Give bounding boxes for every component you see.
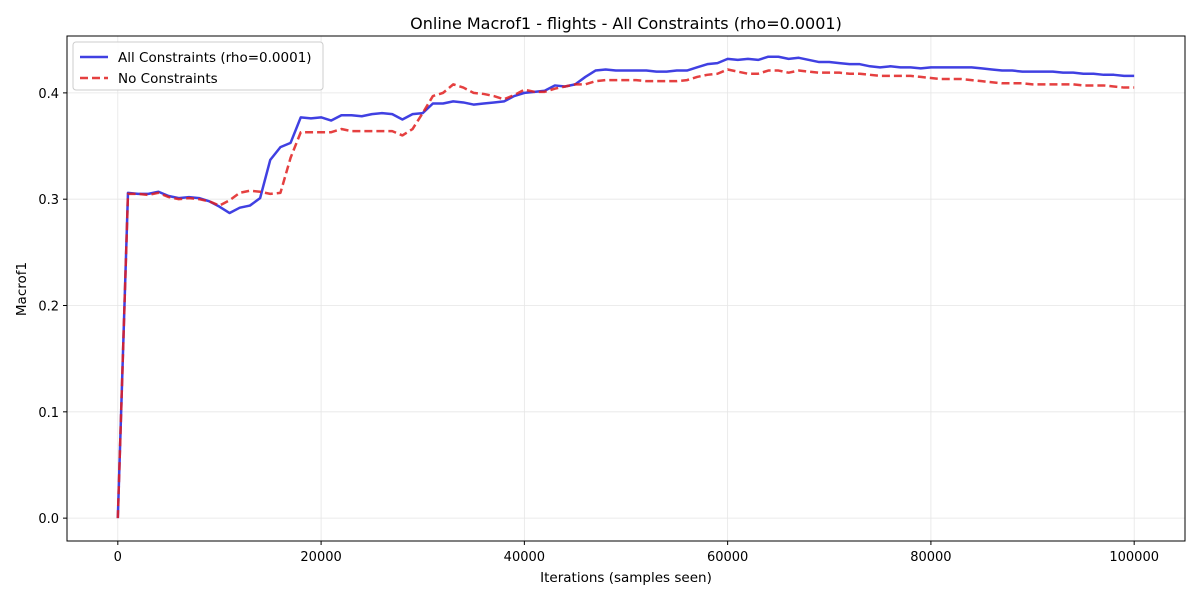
chart-title: Online Macrof1 - flights - All Constrain… — [410, 14, 842, 33]
x-tick-label: 60000 — [707, 550, 748, 565]
grid — [67, 36, 1185, 541]
x-tick-label: 80000 — [910, 550, 951, 565]
y-tick-label: 0.3 — [38, 193, 59, 208]
y-tick-label: 0.0 — [38, 512, 59, 527]
x-tick-label: 0 — [114, 550, 122, 565]
y-tick-label: 0.1 — [38, 406, 59, 421]
x-tick-label: 20000 — [300, 550, 341, 565]
legend-label-1: All Constraints (rho=0.0001) — [118, 50, 312, 66]
x-axis-label: Iterations (samples seen) — [540, 570, 712, 586]
y-axis-label: Macrof1 — [14, 262, 30, 316]
x-tick-label: 100000 — [1109, 550, 1159, 565]
y-tick-label: 0.4 — [38, 87, 59, 102]
x-tick-label: 40000 — [504, 550, 545, 565]
series-line-1 — [116, 55, 1135, 519]
series-layer — [116, 55, 1135, 519]
y-tick-label: 0.2 — [38, 300, 59, 315]
legend: All Constraints (rho=0.0001) No Constrain… — [72, 41, 324, 91]
y-axis: 0.0 0.1 0.2 0.3 0.4 — [38, 87, 67, 527]
legend-label-2: No Constraints — [118, 71, 218, 87]
series-line-2 — [116, 68, 1135, 519]
x-axis: 0 20000 40000 60000 80000 100000 — [114, 541, 1159, 565]
legend-box — [72, 41, 324, 91]
plot-frame — [66, 35, 1186, 542]
